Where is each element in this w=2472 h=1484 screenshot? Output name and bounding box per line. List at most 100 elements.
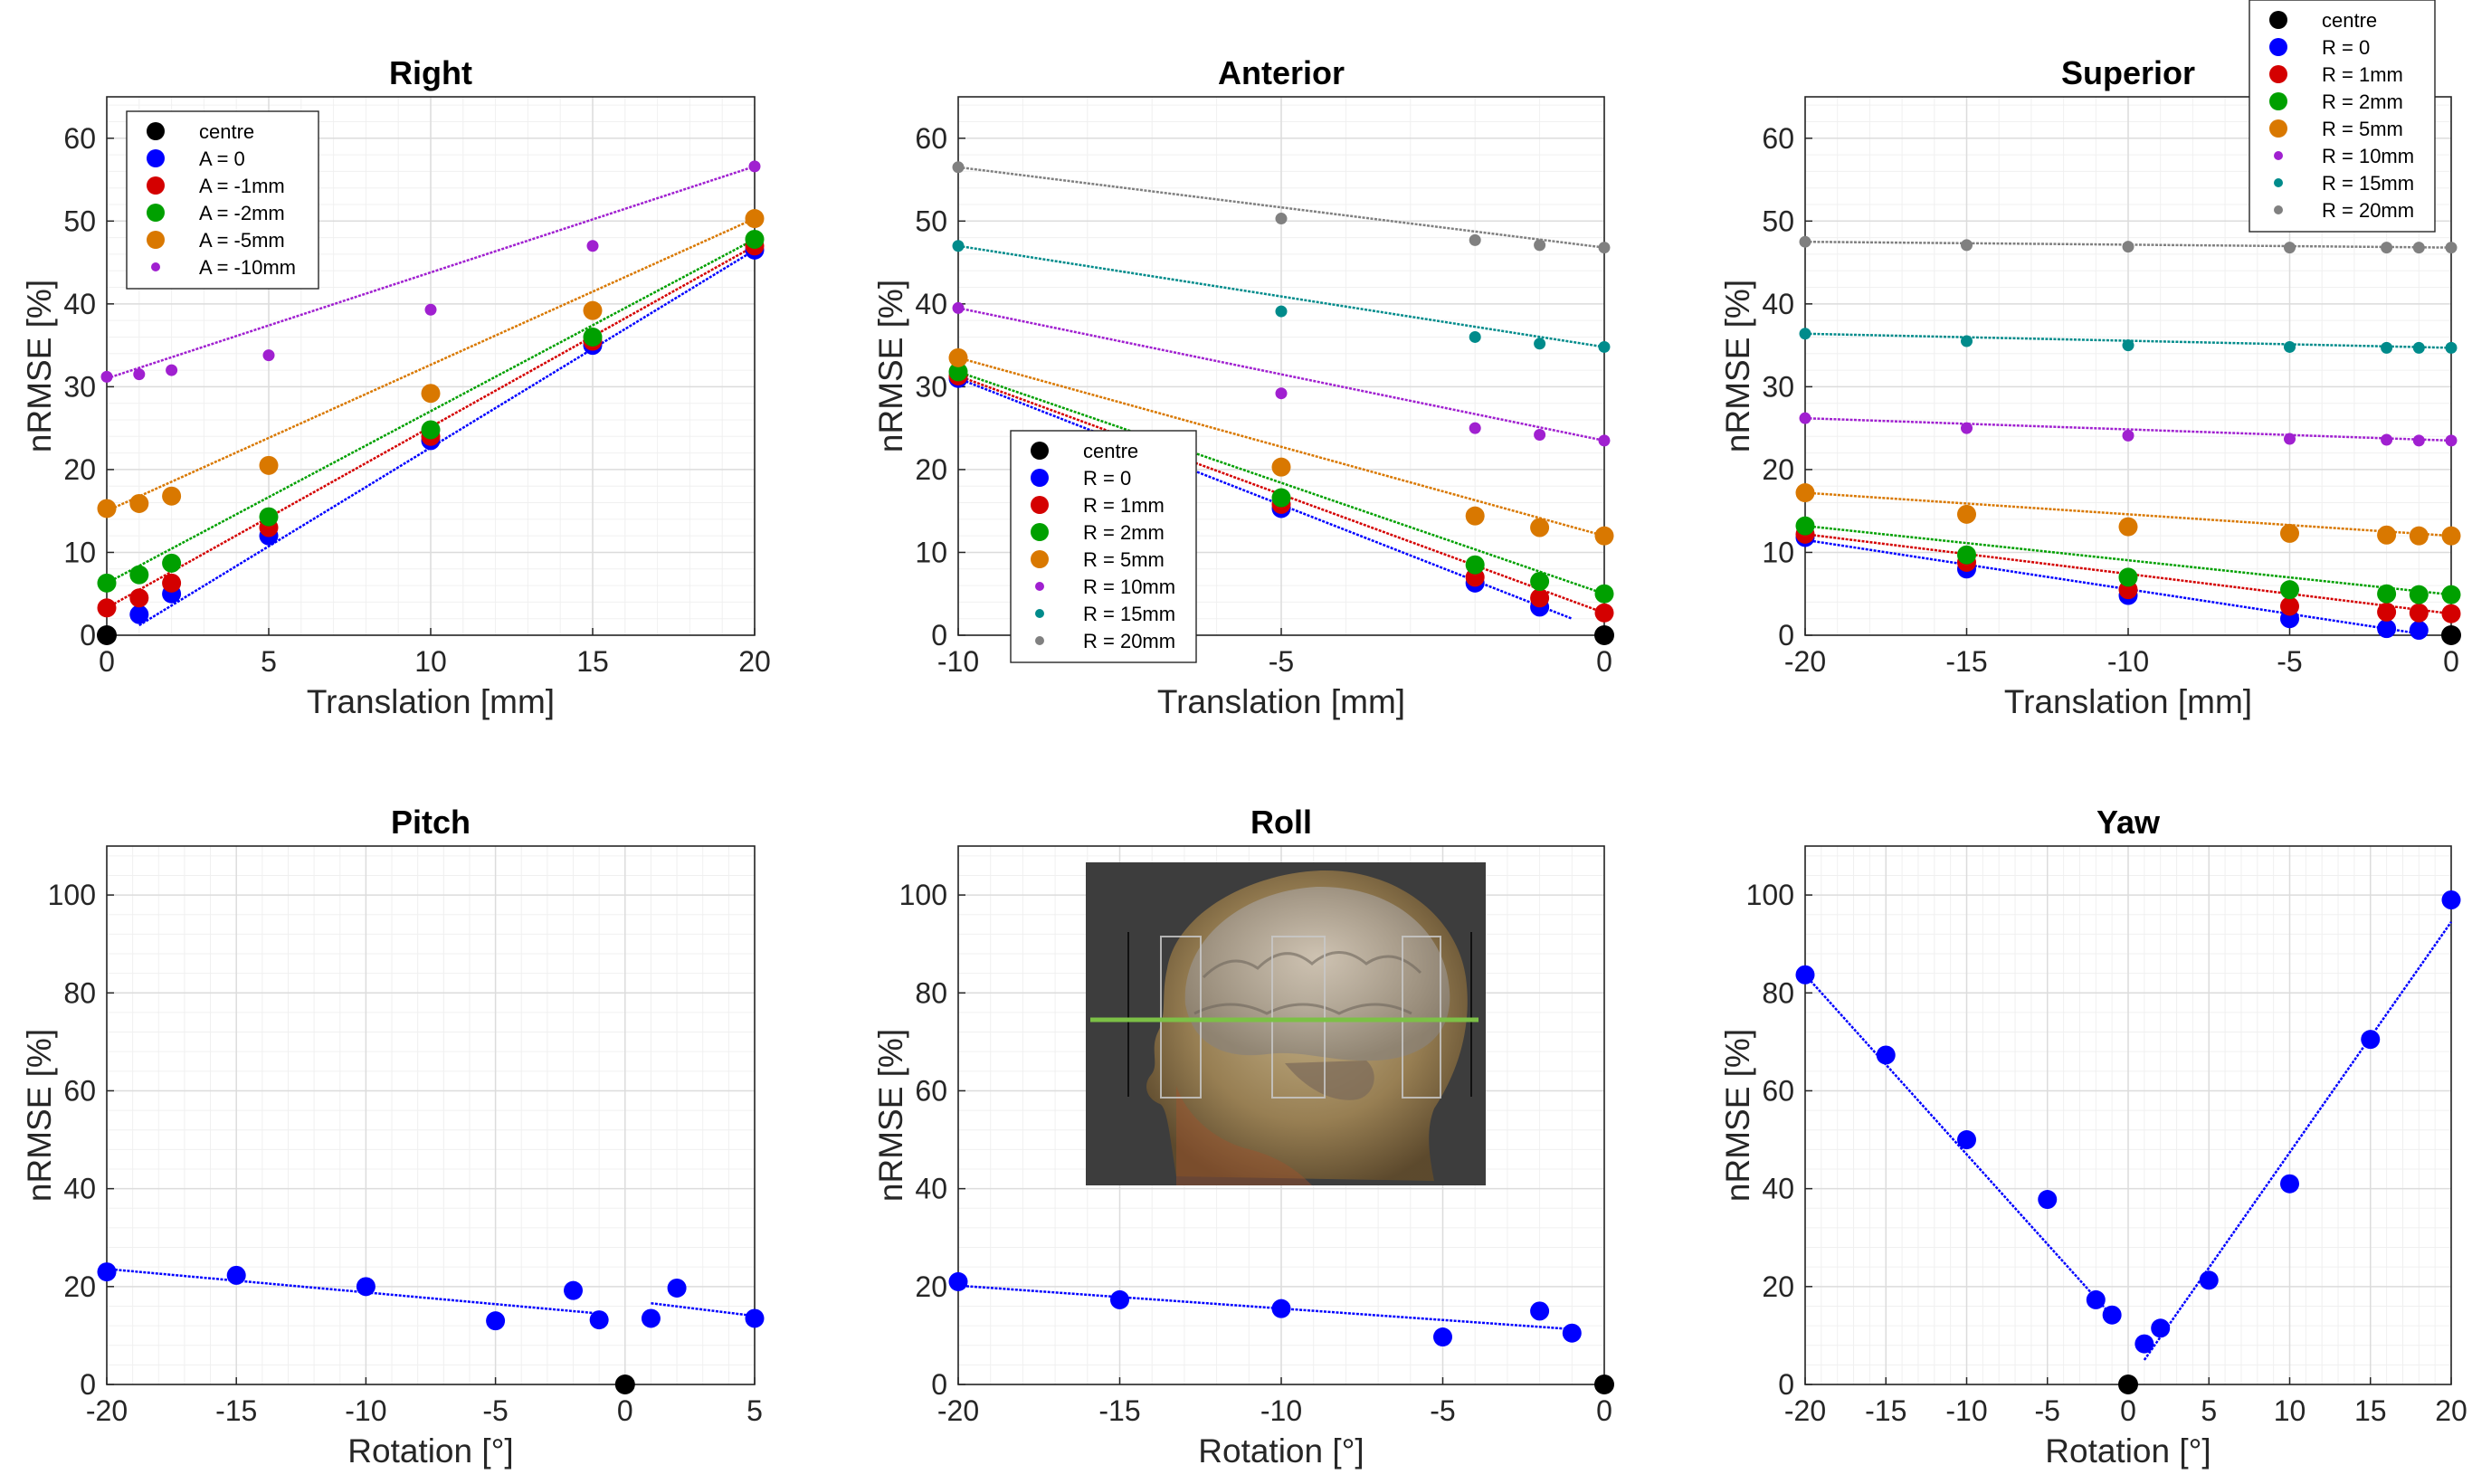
legend-marker [2269, 65, 2287, 83]
y-tick-label: 0 [1778, 619, 1794, 652]
x-axis-label: Rotation [°] [347, 1432, 513, 1470]
fit-line [957, 357, 1605, 537]
data-point [1876, 1045, 1896, 1065]
data-point [129, 565, 149, 585]
legend-label: R = 20mm [2322, 199, 2414, 222]
data-point [2445, 434, 2458, 447]
legend-marker [147, 176, 165, 195]
y-axis-label: nRMSE [%] [872, 1029, 909, 1202]
fit-line [2143, 921, 2453, 1361]
x-tick-label: -5 [1269, 645, 1294, 678]
y-axis-label: nRMSE [%] [1719, 280, 1756, 452]
data-point [2445, 341, 2458, 354]
data-point [2361, 1030, 2381, 1050]
data-point [1530, 518, 1550, 537]
x-axis-label: Translation [mm] [1157, 683, 1405, 720]
fit-line [957, 1284, 1573, 1331]
legend-label: R = 2mm [1083, 521, 1165, 544]
data-point [948, 1271, 968, 1291]
data-point [421, 420, 441, 440]
legend-label: R = 0 [2322, 36, 2370, 59]
x-tick-label: 0 [2120, 1394, 2136, 1427]
data-point [2122, 339, 2134, 352]
x-tick-label: 5 [261, 645, 277, 678]
legend-marker [1031, 523, 1049, 541]
data-point [2151, 1318, 2171, 1338]
y-tick-label: 20 [63, 1270, 96, 1303]
y-tick-label: 50 [1762, 205, 1794, 237]
x-tick-label: 0 [617, 1394, 633, 1427]
data-point [1598, 242, 1611, 254]
data-point [97, 598, 117, 618]
data-point [583, 327, 603, 347]
fit-line [1804, 491, 2452, 537]
x-tick-label: 0 [1596, 1394, 1612, 1427]
data-point [2122, 429, 2134, 442]
y-tick-label: 0 [80, 619, 96, 652]
y-tick-label: 60 [1762, 1074, 1794, 1107]
x-tick-label: -5 [482, 1394, 508, 1427]
data-point [1957, 504, 1976, 524]
legend-label: R = 1mm [2322, 63, 2403, 86]
data-point [583, 300, 603, 320]
fit-line [138, 249, 756, 627]
legend-label: R = 5mm [1083, 548, 1165, 571]
data-point [1530, 572, 1550, 591]
data-point [1562, 1323, 1582, 1343]
legend-marker [2274, 151, 2283, 160]
x-tick-label: 20 [2435, 1394, 2467, 1427]
legend: centre A = 0 A = -1mm A = -2mm A = -5mm A = -… [126, 110, 319, 290]
legend-label: R = 5mm [2322, 118, 2403, 140]
centre-point [614, 1375, 635, 1394]
x-tick-label: 10 [2274, 1394, 2306, 1427]
data-point [2122, 241, 2134, 253]
data-point [1799, 235, 1811, 248]
y-axis-label: nRMSE [%] [1719, 1029, 1756, 1202]
x-tick-label: 0 [2443, 645, 2459, 678]
legend-label: A = -2mm [199, 202, 285, 224]
data-point [948, 362, 968, 382]
data-point [1271, 1298, 1291, 1318]
legend-label: R = 0 [1083, 467, 1131, 490]
data-point [486, 1311, 506, 1331]
x-tick-label: 5 [746, 1394, 763, 1427]
panel-pitch: -20 -15 -10 -5 0 5 0 20 40 60 80 100 Pitch Rotation [… [21, 804, 765, 1470]
data-point [162, 486, 182, 506]
data-point [424, 303, 437, 316]
data-point [129, 588, 149, 608]
panel-superior: -20 -15 -10 -5 0 0 10 20 30 40 50 60 Superior Transla… [1719, 0, 2461, 720]
y-tick-label: 50 [915, 205, 947, 237]
x-tick-label: 15 [2354, 1394, 2387, 1427]
x-tick-label: -15 [1098, 1394, 1140, 1427]
data-point [133, 368, 146, 381]
data-point [1961, 335, 1973, 347]
x-axis-label: Rotation [°] [2045, 1432, 2211, 1470]
data-point [1598, 340, 1611, 353]
data-point [1271, 488, 1291, 508]
data-point [1469, 330, 1481, 343]
data-point [97, 499, 117, 518]
data-point [1534, 428, 1546, 441]
y-tick-label: 40 [63, 288, 96, 320]
data-point [2284, 433, 2296, 445]
x-tick-label: -20 [1784, 645, 1826, 678]
data-point [1594, 584, 1614, 604]
x-tick-label: -15 [1945, 645, 1987, 678]
y-tick-label: 80 [63, 976, 96, 1009]
y-tick-label: 40 [915, 1173, 947, 1205]
data-point [421, 384, 441, 404]
legend-label: centre [1083, 440, 1138, 462]
fit-line [957, 166, 1605, 249]
data-point [2377, 584, 2397, 604]
data-point [2280, 523, 2299, 543]
data-point [589, 1310, 609, 1330]
data-point [1795, 516, 1815, 536]
data-point [2038, 1190, 2058, 1210]
x-tick-label: 0 [1596, 645, 1612, 678]
panel-title: Anterior [1218, 54, 1345, 91]
y-tick-label: 0 [931, 1368, 947, 1401]
data-point [2086, 1289, 2106, 1309]
panel-title: Superior [2061, 54, 2195, 91]
y-tick-label: 60 [63, 1074, 96, 1107]
